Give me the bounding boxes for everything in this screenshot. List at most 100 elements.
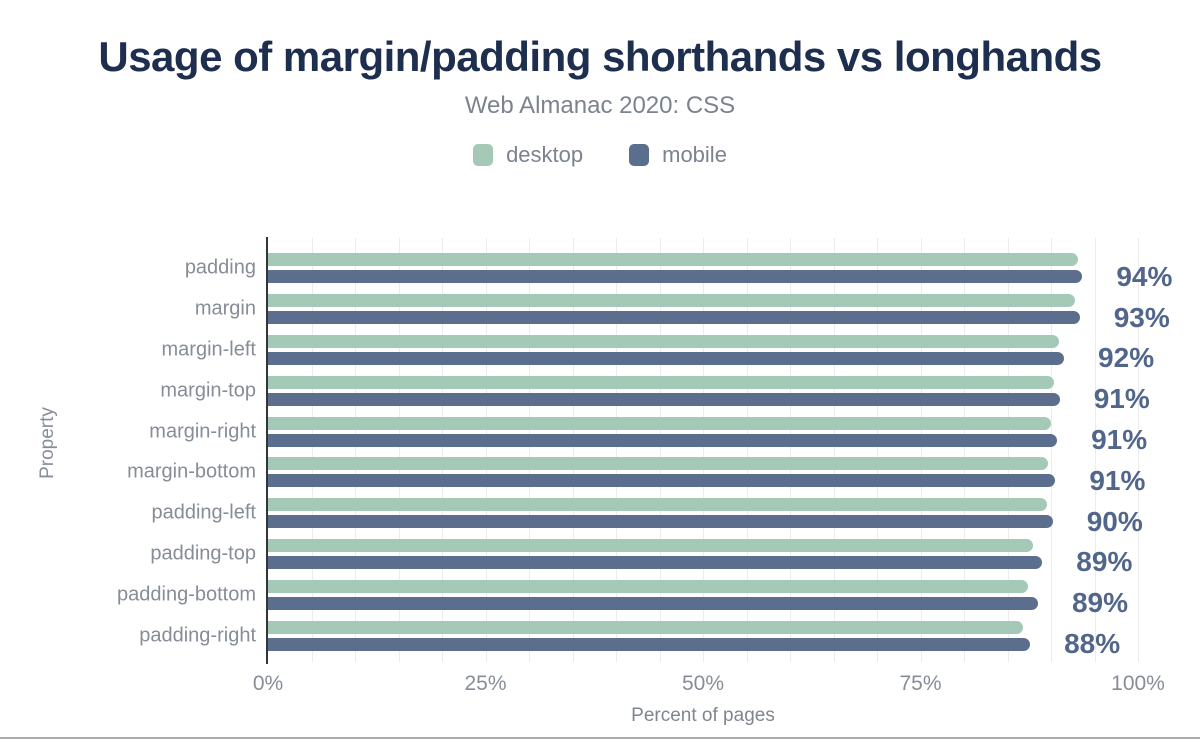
mobile-bar-margin-bottom bbox=[268, 474, 1056, 488]
plot-area: padding 94% margin 93% margin-left 92% margin-… bbox=[117, 238, 1172, 662]
value-label: 90% bbox=[1086, 505, 1143, 537]
gridline-30pct bbox=[529, 238, 530, 662]
value-label: 88% bbox=[1064, 628, 1121, 660]
mobile-bar-padding-top bbox=[268, 555, 1043, 569]
legend-swatch-mobile bbox=[629, 144, 650, 166]
x-axis-ticks: 0% 25% 50% 75% 100% bbox=[253, 672, 1165, 696]
desktop-bar-margin-left bbox=[268, 334, 1059, 348]
value-label: 93% bbox=[1113, 301, 1170, 333]
value-label: 91% bbox=[1091, 424, 1148, 456]
legend-swatch-desktop bbox=[473, 144, 494, 166]
desktop-bar-margin-right bbox=[268, 416, 1051, 430]
category-label: margin-right bbox=[149, 420, 256, 443]
gridline-80pct bbox=[964, 238, 965, 662]
legend-item-desktop: desktop bbox=[473, 142, 583, 168]
gridline-50pct bbox=[703, 238, 704, 662]
gridline-100pct bbox=[1138, 238, 1139, 662]
bar-row-padding: padding 94% bbox=[185, 248, 1172, 292]
bar-pair bbox=[268, 294, 1138, 325]
category-label: padding-left bbox=[151, 501, 256, 524]
desktop-bar-margin bbox=[268, 294, 1076, 308]
mobile-bar-margin-top bbox=[268, 392, 1060, 406]
category-label: padding-top bbox=[150, 542, 256, 565]
desktop-bar-padding-bottom bbox=[268, 579, 1029, 593]
gridline-15pct bbox=[398, 238, 400, 662]
gridline-55pct bbox=[746, 238, 748, 662]
value-label: 91% bbox=[1093, 383, 1150, 415]
bar-row-padding-top: padding-top 89% bbox=[150, 534, 1138, 578]
bar-pair bbox=[268, 620, 1138, 651]
category-label: padding bbox=[184, 256, 256, 279]
x-tick-label-0: 0% bbox=[252, 672, 284, 695]
bar-row-margin-left: margin-left 92% bbox=[162, 330, 1154, 373]
gridline-85pct bbox=[1007, 238, 1009, 662]
category-label: margin-left bbox=[161, 338, 256, 361]
mobile-bar-padding-right bbox=[268, 637, 1031, 651]
legend-label: desktop bbox=[506, 142, 584, 167]
mobile-bar-padding bbox=[268, 270, 1083, 284]
x-tick-label-25: 25% bbox=[464, 672, 507, 695]
value-label: 89% bbox=[1076, 546, 1133, 578]
bottom-divider bbox=[0, 737, 1200, 739]
bar-row-padding-bottom: padding-bottom 89% bbox=[117, 574, 1138, 618]
legend-label: mobile bbox=[662, 142, 727, 167]
legend-item-mobile: mobile bbox=[629, 142, 727, 168]
gridline-20pct bbox=[442, 238, 443, 662]
gridline-95pct bbox=[1094, 238, 1096, 662]
value-label: 89% bbox=[1071, 587, 1128, 619]
bar-row-margin-bottom: margin-bottom 91% bbox=[127, 452, 1145, 496]
gridline-70pct bbox=[877, 238, 878, 662]
value-label: 94% bbox=[1116, 260, 1173, 292]
gridline-45pct bbox=[659, 238, 661, 662]
bar-row-margin: margin 93% bbox=[195, 289, 1170, 333]
bar-row-margin-top: margin-top 91% bbox=[160, 370, 1150, 414]
mobile-bar-margin-right bbox=[268, 433, 1058, 447]
category-label: margin-bottom bbox=[127, 460, 256, 483]
bar-row-margin-right: margin-right 91% bbox=[149, 411, 1147, 455]
desktop-bar-padding-right bbox=[268, 620, 1024, 634]
y-axis-line bbox=[266, 237, 268, 664]
gridline-75pct bbox=[920, 238, 922, 662]
desktop-bar-padding-left bbox=[268, 498, 1047, 512]
bar-pair bbox=[268, 457, 1138, 488]
category-label: margin bbox=[194, 297, 256, 320]
x-tick-label-75: 75% bbox=[899, 672, 942, 695]
chart-title: Usage of margin/padding shorthands vs lo… bbox=[98, 33, 1102, 80]
bar-row-padding-left: padding-left 90% bbox=[151, 493, 1143, 537]
category-label: padding-right bbox=[139, 624, 256, 647]
bar-pair bbox=[268, 375, 1138, 406]
desktop-bar-padding-top bbox=[268, 538, 1033, 552]
desktop-bar-margin-bottom bbox=[268, 457, 1049, 471]
chart-subtitle: Web Almanac 2020: CSS bbox=[464, 92, 736, 119]
mobile-bar-margin bbox=[268, 311, 1080, 325]
gridline-35pct bbox=[572, 238, 574, 662]
category-label: margin-top bbox=[160, 379, 256, 402]
mobile-bar-margin-left bbox=[268, 351, 1065, 365]
value-label: 92% bbox=[1098, 342, 1155, 374]
x-axis-title: Percent of pages bbox=[631, 705, 775, 726]
x-tick-label-50: 50% bbox=[681, 672, 725, 695]
y-axis-title: Property bbox=[37, 407, 58, 479]
bar-row-padding-right: padding-right 88% bbox=[139, 615, 1138, 659]
gridline-90pct bbox=[1051, 238, 1052, 662]
category-label: padding-bottom bbox=[117, 583, 256, 606]
bar-pair bbox=[268, 416, 1138, 447]
desktop-bar-padding bbox=[268, 253, 1078, 267]
legend: desktop mobile bbox=[0, 142, 1200, 168]
mobile-bar-padding-left bbox=[268, 515, 1053, 529]
bar-pair bbox=[268, 253, 1138, 284]
gridline-60pct bbox=[790, 238, 791, 662]
gridline-10pct bbox=[355, 238, 356, 662]
gridline-65pct bbox=[833, 238, 835, 662]
bar-pair bbox=[268, 538, 1138, 569]
value-label: 91% bbox=[1089, 464, 1146, 496]
gridline-40pct bbox=[616, 238, 617, 662]
bar-pair bbox=[268, 579, 1138, 610]
mobile-bar-padding-bottom bbox=[268, 596, 1038, 610]
x-tick-label-100: 100% bbox=[1111, 672, 1165, 695]
gridline-25pct bbox=[485, 238, 487, 662]
gridline-5pct bbox=[311, 238, 313, 662]
bar-pair bbox=[268, 334, 1138, 365]
bar-pair bbox=[268, 498, 1138, 529]
desktop-bar-margin-top bbox=[268, 375, 1054, 389]
